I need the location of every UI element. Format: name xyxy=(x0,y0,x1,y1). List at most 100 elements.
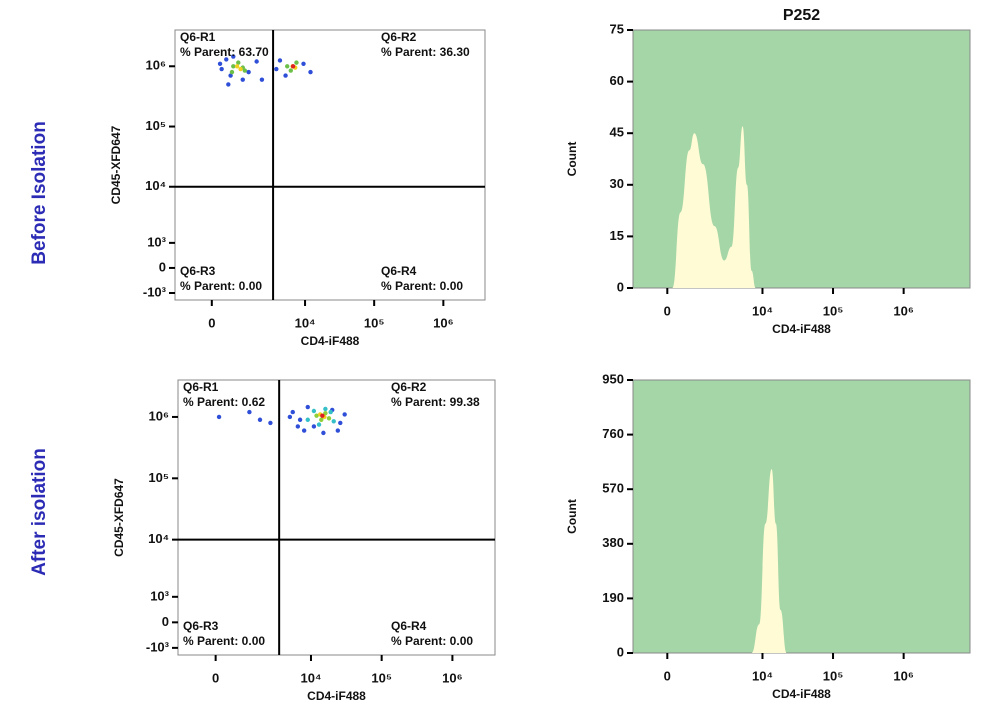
point xyxy=(236,60,241,65)
point xyxy=(326,416,332,421)
quadrant-stat: % Parent: 0.00 xyxy=(391,634,473,648)
x-tick-label: 10⁴ xyxy=(752,303,773,318)
point xyxy=(219,66,224,72)
point xyxy=(319,417,324,422)
x-tick-label: 10⁵ xyxy=(371,670,392,685)
point xyxy=(231,64,236,69)
x-tick-label: 10⁶ xyxy=(893,668,913,683)
point xyxy=(297,417,303,422)
quadrant-name: Q6-R2 xyxy=(381,30,417,44)
y-tick-label: 10⁴ xyxy=(145,178,166,193)
point xyxy=(335,428,341,433)
x-tick-label: 0 xyxy=(664,668,671,683)
y-tick-label: 950 xyxy=(602,371,624,386)
x-tick-label: 0 xyxy=(664,303,671,318)
point xyxy=(228,73,233,78)
point xyxy=(342,412,347,417)
histogram-area xyxy=(672,126,756,288)
point xyxy=(328,409,333,415)
point xyxy=(285,64,290,69)
x-axis-label: CD4-iF488 xyxy=(307,689,366,703)
quadrant-name: Q6-R2 xyxy=(391,380,427,394)
x-axis-label: CD4-iF488 xyxy=(772,687,831,701)
point xyxy=(277,58,283,63)
x-axis-label: CD4-iF488 xyxy=(772,322,831,336)
point xyxy=(287,414,293,420)
plot-area xyxy=(177,379,496,656)
point xyxy=(331,419,336,424)
point xyxy=(320,413,325,418)
y-tick-label: 0 xyxy=(162,614,169,629)
quadrant-name: Q6-R4 xyxy=(391,619,427,633)
point xyxy=(216,414,222,420)
y-tick-label: 30 xyxy=(610,176,624,191)
y-tick-label: 380 xyxy=(602,535,624,550)
y-tick-label: 75 xyxy=(610,21,624,36)
quadrant-name: Q6-R3 xyxy=(183,619,219,633)
point xyxy=(305,404,310,410)
plot-area xyxy=(632,379,971,654)
x-tick-label: 10⁶ xyxy=(442,670,462,685)
quadrant-name: Q6-R1 xyxy=(180,30,216,44)
quadrant-stat: % Parent: 36.30 xyxy=(381,45,470,59)
point xyxy=(259,77,265,82)
point xyxy=(226,82,231,87)
x-axis-label: CD4-iF488 xyxy=(301,334,360,348)
point xyxy=(224,57,229,62)
point xyxy=(231,54,236,59)
y-tick-label: 760 xyxy=(602,426,624,441)
quadrant-stat: % Parent: 99.38 xyxy=(391,395,480,409)
y-axis-label: Count xyxy=(565,499,579,534)
point xyxy=(238,66,243,72)
point xyxy=(274,66,279,72)
point xyxy=(290,64,296,69)
quadrant-stat: % Parent: 0.00 xyxy=(381,279,463,293)
x-tick-label: 10⁵ xyxy=(823,668,844,683)
point xyxy=(283,73,288,78)
x-tick-label: 10⁴ xyxy=(752,668,773,683)
point xyxy=(240,77,245,82)
point xyxy=(295,424,301,429)
x-tick-label: 10⁶ xyxy=(893,303,913,318)
quadrant-name: Q6-R1 xyxy=(183,380,219,394)
point xyxy=(294,60,299,65)
x-tick-label: 10⁵ xyxy=(823,303,844,318)
point xyxy=(308,69,313,75)
point xyxy=(311,408,317,414)
x-tick-label: 10⁴ xyxy=(301,670,322,685)
point xyxy=(305,417,310,422)
chart-title: P252 xyxy=(783,7,820,24)
y-tick-label: 15 xyxy=(610,228,624,243)
point xyxy=(229,69,235,75)
row-label: Before Isolation xyxy=(29,121,50,265)
y-tick-label: 10⁵ xyxy=(148,470,169,485)
point xyxy=(217,61,223,66)
point xyxy=(301,428,307,433)
x-tick-label: 10⁴ xyxy=(295,315,316,330)
y-tick-label: 10⁴ xyxy=(148,531,169,546)
x-tick-label: 10⁶ xyxy=(433,315,453,330)
histogram-area xyxy=(751,469,787,653)
quadrant-stat: % Parent: 0.62 xyxy=(183,395,265,409)
quadrant-stat: % Parent: 0.00 xyxy=(180,279,262,293)
y-tick-label: 10⁶ xyxy=(149,408,169,423)
quadrant-stat: % Parent: 63.70 xyxy=(180,45,269,59)
y-tick-label: 570 xyxy=(602,481,624,496)
x-tick-label: 0 xyxy=(212,670,219,685)
point xyxy=(311,424,317,429)
plot-area xyxy=(174,29,486,301)
y-axis-label: CD45-XFD647 xyxy=(112,478,126,557)
x-tick-label: 0 xyxy=(208,315,215,330)
y-tick-label: 10³ xyxy=(150,588,169,603)
point xyxy=(257,417,263,422)
row-label: After isolation xyxy=(29,448,50,576)
y-tick-label: 0 xyxy=(159,259,166,274)
y-tick-label: -10³ xyxy=(143,284,167,299)
y-axis-label: CD45-XFD647 xyxy=(109,125,123,204)
point xyxy=(338,420,343,426)
y-tick-label: 45 xyxy=(610,125,624,140)
point xyxy=(247,409,252,415)
point xyxy=(290,409,295,415)
quadrant-name: Q6-R3 xyxy=(180,264,216,278)
